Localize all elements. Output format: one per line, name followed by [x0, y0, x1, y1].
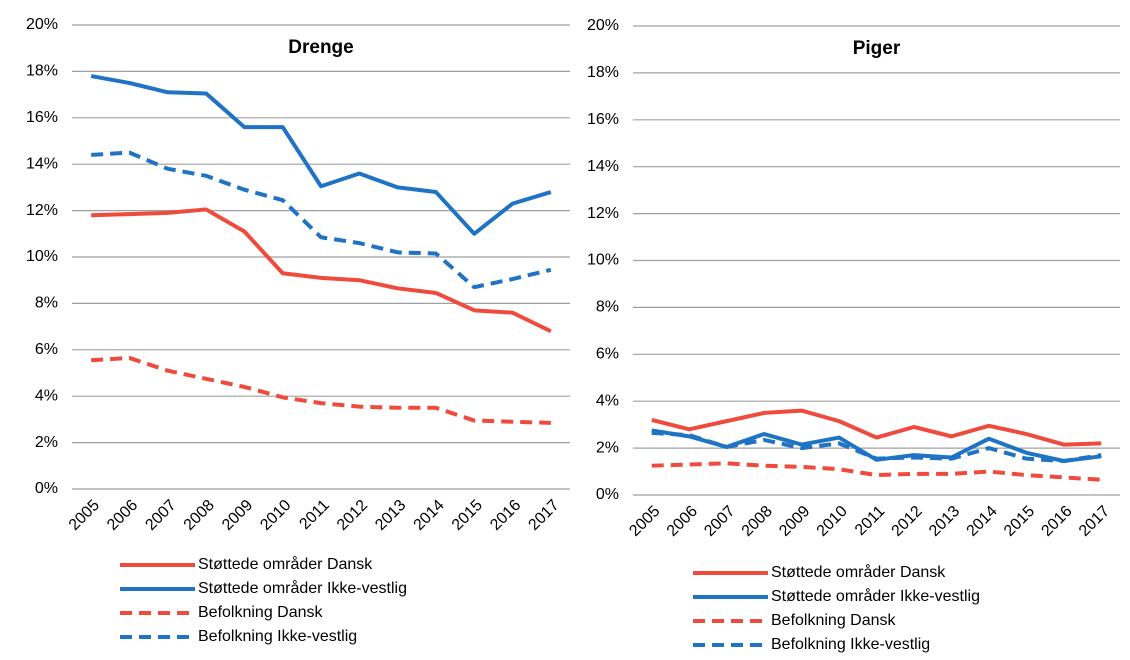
series-line — [91, 355, 551, 425]
x-tick-label: 2008 — [739, 503, 776, 540]
legend-label: Støttede områder Dansk — [198, 555, 373, 573]
x-tick-label: 2011 — [852, 503, 888, 539]
x-tick-label: 2008 — [181, 497, 218, 534]
legend-label: Støttede områder Dansk — [771, 563, 946, 581]
x-tick-label: 2014 — [964, 503, 1001, 540]
y-tick-label: 4% — [35, 387, 58, 404]
x-tick-label: 2013 — [926, 503, 963, 540]
x-tick-label: 2011 — [296, 497, 332, 533]
y-tick-label: 10% — [26, 248, 58, 265]
y-tick-label: 14% — [587, 158, 619, 175]
x-tick-label: 2009 — [776, 503, 813, 540]
x-tick-label: 2007 — [701, 503, 738, 540]
y-tick-label: 18% — [26, 63, 58, 80]
series-line — [651, 430, 1102, 463]
legend-label: Befolkning Ikke-vestlig — [198, 628, 357, 645]
x-tick-label: 2013 — [372, 497, 409, 534]
y-tick-label: 12% — [26, 202, 58, 219]
x-tick-label: 2012 — [334, 497, 371, 534]
legend-label: Befolkning Dansk — [198, 604, 324, 621]
x-tick-label: 2017 — [525, 497, 562, 534]
x-tick-label: 2016 — [1038, 503, 1075, 540]
y-tick-label: 4% — [596, 392, 619, 409]
y-tick-label: 18% — [587, 64, 619, 81]
x-tick-label: 2010 — [257, 497, 294, 534]
series-line — [90, 74, 552, 236]
y-tick-label: 12% — [587, 205, 619, 222]
x-tick-label: 2016 — [487, 497, 524, 534]
x-tick-label: 2017 — [1076, 503, 1113, 540]
y-tick-label: 6% — [35, 341, 58, 358]
legend-label: Støttede områder Ikke-vestlig — [198, 579, 407, 597]
series-line — [651, 408, 1102, 447]
y-tick-label: 2% — [596, 439, 619, 456]
y-tick-label: 8% — [35, 295, 58, 312]
chart-title: Drenge — [288, 37, 353, 58]
y-tick-label: 20% — [26, 16, 58, 33]
x-tick-label: 2014 — [411, 497, 448, 534]
legend-label: Befolkning Dansk — [771, 612, 897, 629]
y-tick-label: 20% — [587, 17, 619, 34]
x-tick-label: 2015 — [1001, 503, 1038, 540]
x-tick-label: 2006 — [104, 497, 141, 534]
y-tick-label: 14% — [26, 155, 58, 172]
x-tick-label: 2015 — [449, 497, 486, 534]
y-tick-label: 16% — [587, 111, 619, 128]
y-tick-label: 0% — [596, 486, 619, 503]
legend-label: Befolkning Ikke-vestlig — [771, 636, 930, 653]
x-tick-label: 2010 — [814, 503, 851, 540]
series-line — [91, 207, 552, 334]
legend-label: Støttede områder Ikke-vestlig — [771, 587, 980, 605]
y-tick-label: 6% — [596, 346, 619, 363]
x-tick-label: 2005 — [66, 497, 103, 534]
x-tick-label: 2005 — [626, 503, 663, 540]
y-tick-label: 10% — [587, 252, 619, 269]
y-tick-label: 8% — [596, 299, 619, 316]
x-tick-label: 2007 — [142, 497, 179, 534]
y-tick-label: 2% — [35, 434, 58, 451]
x-tick-label: 2006 — [664, 503, 701, 540]
y-tick-label: 0% — [35, 480, 58, 497]
y-tick-label: 16% — [26, 109, 58, 126]
series-line — [91, 150, 552, 290]
series-line — [651, 461, 1102, 482]
x-tick-label: 2009 — [219, 497, 256, 534]
chart-title: Piger — [853, 38, 901, 59]
x-tick-label: 2012 — [889, 503, 926, 540]
